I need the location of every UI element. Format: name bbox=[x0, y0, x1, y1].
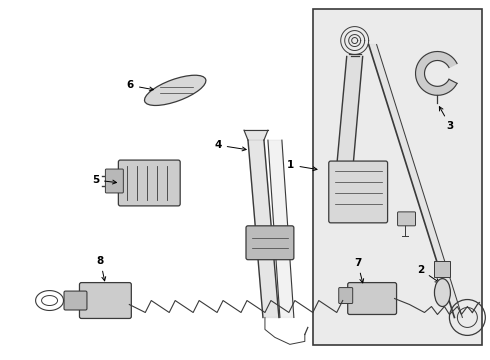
FancyBboxPatch shape bbox=[329, 161, 388, 223]
Polygon shape bbox=[244, 130, 268, 140]
FancyBboxPatch shape bbox=[397, 212, 416, 226]
Polygon shape bbox=[368, 45, 463, 318]
Text: 3: 3 bbox=[440, 107, 454, 131]
FancyBboxPatch shape bbox=[105, 169, 123, 193]
FancyBboxPatch shape bbox=[348, 283, 396, 315]
Text: 8: 8 bbox=[97, 256, 106, 281]
Text: 7: 7 bbox=[354, 258, 364, 283]
Polygon shape bbox=[268, 140, 294, 318]
Text: 1: 1 bbox=[287, 160, 317, 171]
Text: 6: 6 bbox=[127, 80, 153, 91]
Polygon shape bbox=[335, 57, 363, 193]
Polygon shape bbox=[416, 51, 457, 95]
Bar bbox=[313, 9, 482, 345]
Polygon shape bbox=[248, 140, 279, 318]
Ellipse shape bbox=[145, 75, 206, 105]
FancyBboxPatch shape bbox=[339, 288, 353, 303]
FancyBboxPatch shape bbox=[119, 160, 180, 206]
FancyBboxPatch shape bbox=[246, 226, 294, 260]
Text: 4: 4 bbox=[215, 140, 246, 151]
Bar bbox=[435, 261, 450, 276]
FancyBboxPatch shape bbox=[64, 291, 87, 310]
Ellipse shape bbox=[435, 279, 450, 306]
FancyBboxPatch shape bbox=[79, 283, 131, 319]
Text: 5: 5 bbox=[92, 175, 117, 185]
Text: 2: 2 bbox=[417, 265, 439, 282]
